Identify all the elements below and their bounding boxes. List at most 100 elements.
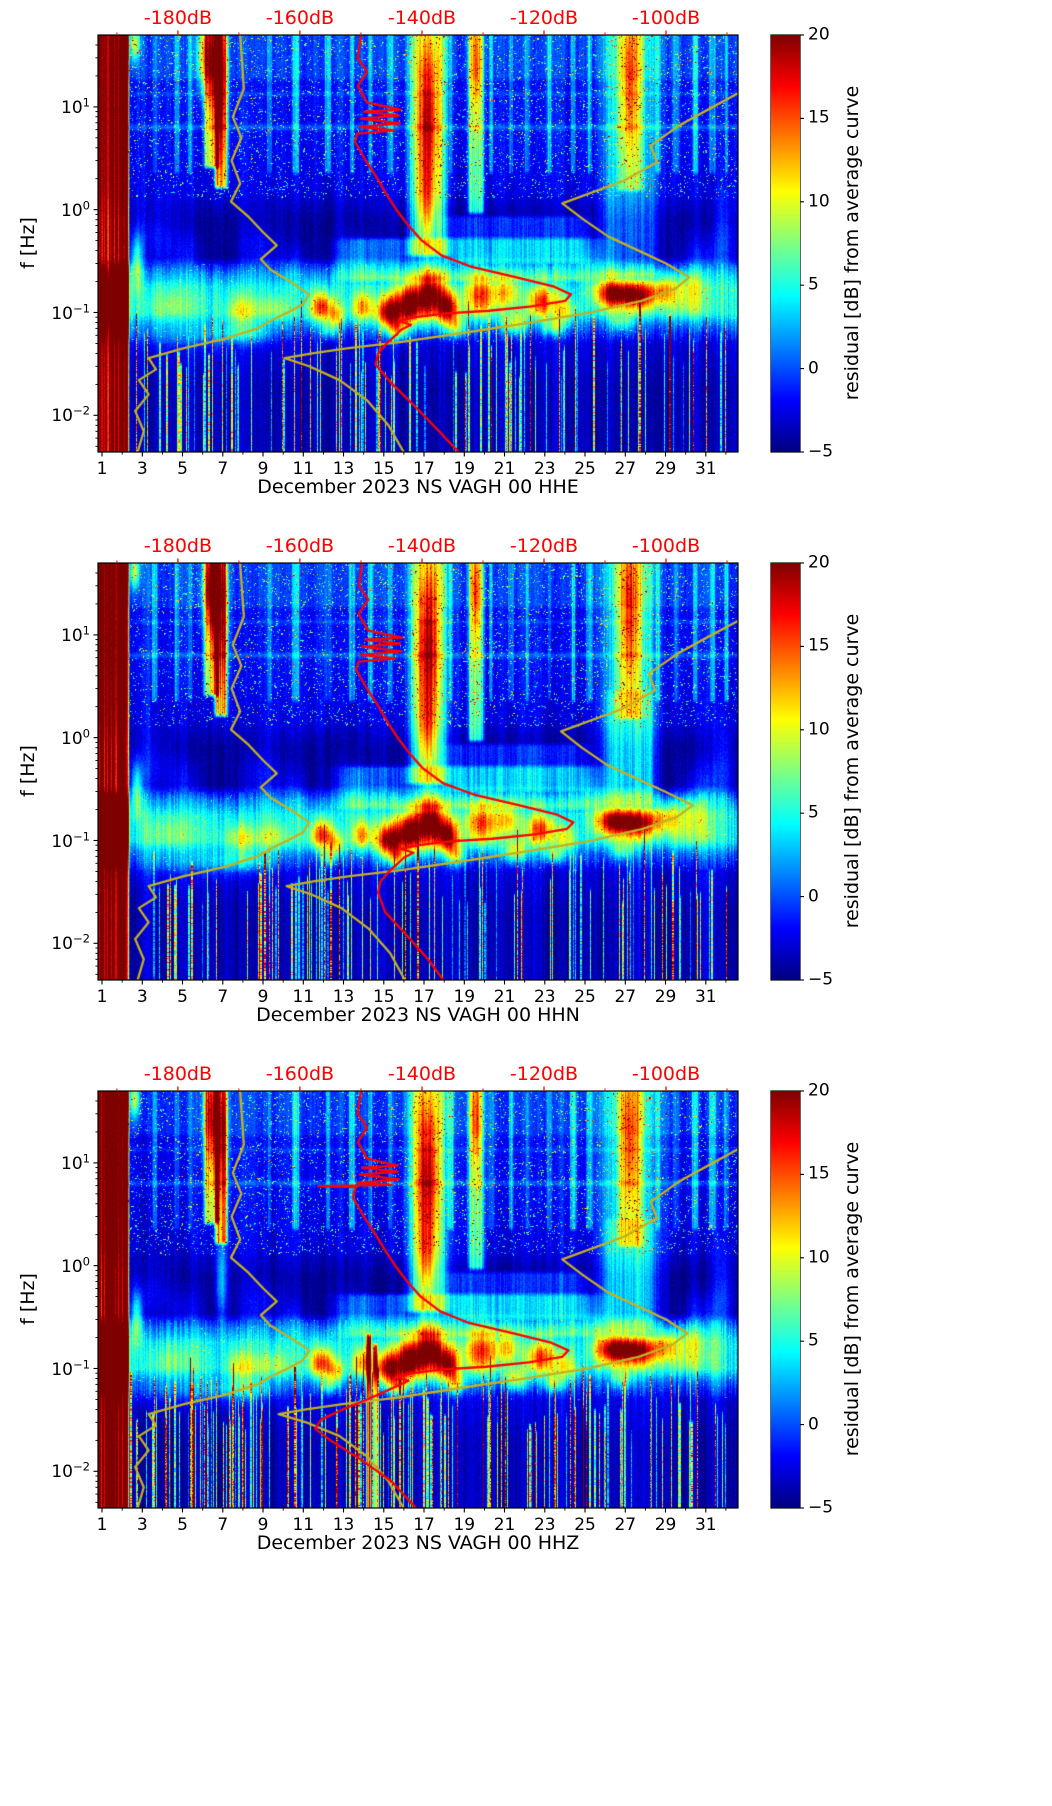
y-tick-base: 10 bbox=[51, 831, 73, 852]
x-tick-label: 5 bbox=[177, 459, 188, 479]
x-tick-label: 5 bbox=[177, 1515, 188, 1535]
spectrogram-panel-hhn: f [Hz] December 2023 NS VAGH 00 HHN resi… bbox=[0, 528, 1052, 1056]
x-tick-label: 29 bbox=[654, 987, 677, 1007]
x-tick-label: 27 bbox=[614, 1515, 637, 1535]
top-db-tick-label: -100dB bbox=[631, 535, 701, 557]
x-tick-label: 15 bbox=[372, 459, 395, 479]
y-tick-exponent: −1 bbox=[72, 1356, 90, 1371]
x-tick-label: 31 bbox=[694, 1515, 717, 1535]
x-axis-label: December 2023 NS VAGH 00 HHE bbox=[257, 476, 579, 498]
colorbar-tick-label: 10 bbox=[808, 1247, 830, 1268]
x-tick-label: 11 bbox=[292, 1515, 315, 1535]
spectrogram-panel-hhe: f [Hz] December 2023 NS VAGH 00 HHE resi… bbox=[0, 0, 1052, 528]
x-tick-label: 3 bbox=[136, 987, 148, 1007]
x-tick-label: 25 bbox=[574, 987, 596, 1007]
x-tick-label: 19 bbox=[453, 987, 476, 1007]
y-tick-label: 100 bbox=[61, 199, 90, 220]
colorbar bbox=[771, 563, 800, 980]
colorbar-tick-label: 15 bbox=[808, 1164, 830, 1185]
x-tick-label: 9 bbox=[257, 1515, 269, 1535]
x-tick-label: 13 bbox=[332, 987, 355, 1007]
x-tick-label: 19 bbox=[453, 1515, 476, 1535]
x-tick-label: 31 bbox=[694, 459, 717, 479]
colorbar-tick-label: −5 bbox=[808, 969, 834, 990]
top-db-tick-label: -140dB bbox=[387, 535, 457, 557]
y-tick-exponent: 0 bbox=[82, 198, 90, 213]
spectrogram-heatmap bbox=[98, 563, 738, 980]
colorbar-tick-label: 5 bbox=[808, 1330, 819, 1351]
spectrogram-heatmap bbox=[98, 35, 738, 452]
y-tick-exponent: 0 bbox=[82, 1254, 90, 1269]
x-tick-label: 23 bbox=[533, 459, 556, 479]
colorbar-tick-label: 10 bbox=[808, 191, 830, 212]
colorbar-tick-label: −5 bbox=[808, 1497, 834, 1518]
x-tick-label: 17 bbox=[413, 987, 435, 1007]
x-tick-label: 3 bbox=[136, 459, 148, 479]
x-tick-label: 27 bbox=[614, 459, 637, 479]
x-tick-label: 23 bbox=[533, 1515, 556, 1535]
colorbar-label: residual [dB] from average curve bbox=[841, 85, 863, 401]
x-tick-label: 9 bbox=[257, 459, 269, 479]
y-tick-exponent: 0 bbox=[82, 726, 90, 741]
y-tick-label: 10−2 bbox=[51, 404, 90, 426]
y-tick-label: 10−1 bbox=[51, 828, 90, 852]
top-db-tick-label: -160dB bbox=[265, 7, 335, 29]
y-tick-label: 10−2 bbox=[51, 1459, 90, 1483]
colorbar-tick-label: 15 bbox=[808, 108, 830, 129]
x-tick-label: 7 bbox=[217, 987, 229, 1007]
x-tick-label: 21 bbox=[493, 1515, 516, 1535]
colorbar-tick-label: 5 bbox=[808, 274, 819, 295]
x-tick-label: 11 bbox=[292, 459, 315, 479]
y-axis-label: f [Hz] bbox=[17, 217, 39, 269]
x-tick-label: 7 bbox=[217, 1515, 229, 1535]
x-tick-label: 23 bbox=[533, 987, 556, 1007]
y-tick-label: 101 bbox=[61, 624, 90, 645]
spectrogram-panel-hhz: f [Hz] December 2023 NS VAGH 00 HHZ resi… bbox=[0, 1056, 1052, 1584]
y-tick-base: 10 bbox=[51, 303, 73, 324]
x-tick-label: 13 bbox=[332, 1515, 355, 1535]
colorbar-tick-label: 10 bbox=[808, 719, 830, 740]
colorbar-tick-label: 20 bbox=[808, 1080, 830, 1101]
y-tick-exponent: −1 bbox=[72, 828, 90, 843]
x-tick-label: 25 bbox=[574, 459, 596, 479]
top-db-tick-label: -180dB bbox=[143, 535, 213, 557]
y-tick-exponent: −1 bbox=[72, 300, 90, 315]
y-tick-base: 10 bbox=[61, 625, 83, 646]
y-tick-base: 10 bbox=[61, 1153, 83, 1174]
y-tick-exponent: −2 bbox=[72, 1459, 90, 1474]
colorbar-label: residual [dB] from average curve bbox=[841, 613, 863, 929]
colorbar-tick-label: 15 bbox=[808, 636, 830, 657]
top-db-tick-label: -180dB bbox=[143, 7, 213, 29]
x-tick-label: 31 bbox=[694, 987, 717, 1007]
top-db-tick-label: -140dB bbox=[387, 1063, 457, 1085]
x-axis-label: December 2023 NS VAGH 00 HHZ bbox=[256, 1532, 580, 1554]
colorbar-tick-label: 20 bbox=[808, 552, 830, 573]
x-tick-label: 27 bbox=[614, 987, 637, 1007]
y-tick-label: 100 bbox=[61, 1255, 90, 1276]
colorbar-tick-label: 0 bbox=[808, 886, 819, 907]
x-tick-label: 1 bbox=[96, 987, 108, 1007]
y-tick-exponent: 1 bbox=[82, 623, 90, 638]
colorbar bbox=[771, 1091, 800, 1508]
x-tick-label: 19 bbox=[453, 459, 476, 479]
y-axis-label: f [Hz] bbox=[17, 1273, 39, 1325]
top-db-tick-label: -160dB bbox=[265, 1063, 335, 1085]
y-tick-label: 100 bbox=[61, 727, 90, 748]
x-tick-label: 25 bbox=[574, 1515, 596, 1535]
y-tick-label: 10−1 bbox=[51, 1356, 90, 1380]
colorbar-tick-label: 0 bbox=[808, 1414, 819, 1435]
colorbar-tick-label: 0 bbox=[808, 358, 819, 379]
y-axis-label: f [Hz] bbox=[17, 745, 39, 797]
y-tick-base: 10 bbox=[51, 1359, 73, 1380]
x-tick-label: 3 bbox=[136, 1515, 148, 1535]
x-tick-label: 29 bbox=[654, 459, 677, 479]
x-tick-label: 17 bbox=[413, 1515, 435, 1535]
y-tick-base: 10 bbox=[51, 1462, 73, 1483]
x-axis-label: December 2023 NS VAGH 00 HHN bbox=[256, 1004, 580, 1026]
x-tick-label: 15 bbox=[372, 1515, 395, 1535]
x-tick-label: 1 bbox=[96, 1515, 108, 1535]
y-tick-base: 10 bbox=[61, 728, 83, 749]
x-tick-label: 11 bbox=[292, 987, 315, 1007]
top-db-tick-label: -120dB bbox=[509, 7, 579, 29]
